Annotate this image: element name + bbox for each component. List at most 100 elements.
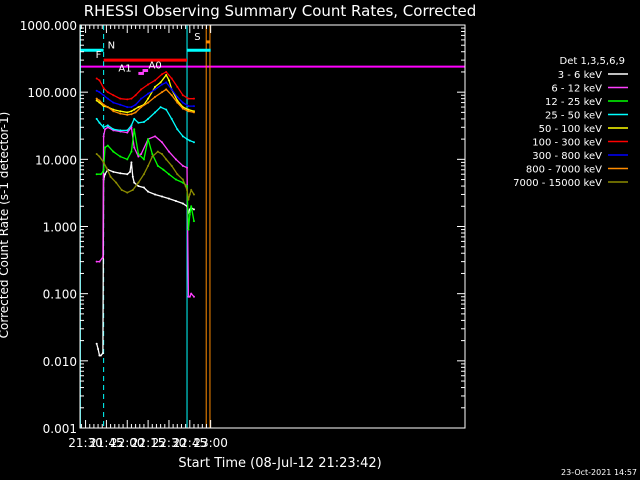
series-8-point-0 (95, 153, 98, 156)
series-3-point-13 (159, 106, 162, 109)
series-0-point-21 (174, 199, 177, 202)
series-0-point-6 (104, 173, 107, 176)
series-6-point-14 (170, 88, 173, 91)
series-0-point-20 (167, 197, 170, 200)
series-0-point-19 (161, 195, 164, 198)
series-1-point-1 (98, 260, 101, 263)
series-0-point-2 (98, 354, 101, 357)
series-3-point-14 (165, 108, 168, 111)
series-2-point-6 (112, 150, 115, 153)
series-7-point-12 (161, 91, 164, 94)
series-2-point-24 (192, 220, 195, 223)
series-1-point-18 (181, 164, 184, 167)
legend-label-5: 100 - 300 keV (532, 138, 602, 149)
series-0-point-9 (119, 172, 122, 175)
series-7-point-18 (192, 111, 195, 114)
series-4-point-14 (165, 74, 168, 77)
series-6-point-6 (126, 106, 129, 109)
series-2-point-17 (167, 173, 170, 176)
series-1-point-4 (104, 128, 107, 131)
y-tick-label-0: 1000.000 (20, 19, 77, 33)
series-1-point-12 (140, 153, 143, 156)
series-0-point-0 (95, 342, 98, 345)
series-8-point-4 (109, 175, 112, 178)
series-8-point-22 (188, 193, 191, 196)
series-6-point-16 (181, 101, 184, 104)
series-7-point-9 (140, 106, 143, 109)
y-tick-label-1: 100.000 (27, 86, 77, 100)
series-7-point-10 (147, 101, 150, 104)
series-5-point-8 (134, 94, 137, 97)
series-7-point-16 (181, 107, 184, 110)
series-3-point-2 (102, 126, 105, 129)
series-1-point-0 (95, 260, 98, 263)
series-2-point-11 (137, 153, 140, 156)
series-6-point-12 (161, 83, 164, 86)
series-5-point-10 (147, 83, 150, 86)
series-8-point-3 (105, 166, 108, 169)
series-8-point-11 (147, 164, 150, 167)
series-4-point-19 (187, 108, 190, 111)
series-0-point-3 (99, 354, 102, 357)
series-1-point-3 (102, 135, 105, 138)
series-2-point-23 (190, 205, 193, 208)
series-0-point-14 (133, 181, 136, 184)
series-5-point-6 (126, 98, 129, 101)
series-4-point-12 (154, 85, 157, 88)
series-8-point-10 (142, 173, 145, 176)
series-6-point-5 (119, 103, 122, 106)
series-2-point-21 (187, 228, 190, 231)
series-8-point-23 (190, 188, 193, 191)
series-2-point-16 (162, 168, 165, 171)
series-3-point-4 (112, 128, 115, 131)
series-6-point-15 (176, 95, 179, 98)
series-2-point-8 (126, 158, 129, 161)
series-6-point-4 (112, 101, 115, 104)
series-8-point-5 (115, 181, 118, 184)
series-7-point-2 (102, 103, 105, 106)
series-4-point-5 (119, 110, 122, 113)
series-2-point-22 (188, 213, 191, 216)
legend-label-3: 25 - 50 keV (545, 111, 602, 122)
series-7-point-0 (95, 97, 98, 100)
series-1-point-21 (188, 295, 191, 298)
series-5-point-5 (119, 97, 122, 100)
series-1-point-14 (154, 135, 157, 138)
series-1-point-23 (192, 295, 195, 298)
series-1-point-19 (186, 166, 189, 169)
series-5-point-4 (112, 94, 115, 97)
series-3-point-11 (147, 117, 150, 120)
series-1-point-8 (126, 131, 129, 134)
series-0-point-22 (181, 202, 184, 205)
series-6-point-13 (165, 81, 168, 84)
series-6-point-17 (187, 105, 190, 108)
series-2-point-9 (130, 150, 133, 153)
series-3-point-12 (154, 111, 157, 114)
series-3-point-16 (176, 128, 179, 131)
series-1-point-5 (106, 126, 109, 129)
series-6-point-7 (130, 106, 133, 109)
series-2-point-12 (142, 158, 145, 161)
series-0-point-17 (147, 190, 150, 193)
series-5-point-17 (187, 97, 190, 100)
series-2-point-10 (133, 128, 136, 131)
series-5-point-3 (106, 91, 109, 94)
series-7-point-7 (130, 113, 133, 116)
series-8-point-20 (186, 188, 189, 191)
series-6-point-3 (106, 97, 109, 100)
series-2-point-20 (186, 185, 189, 188)
series-8-point-17 (176, 173, 179, 176)
series-8-point-21 (187, 198, 190, 201)
legend-title: Det 1,3,5,6,9 (560, 56, 625, 67)
x-tick-label-5: 22:45 (173, 436, 208, 450)
series-5-point-14 (170, 77, 173, 80)
series-1-point-2 (101, 256, 104, 259)
chart-title: RHESSI Observing Summary Count Rates, Co… (84, 2, 477, 20)
series-2-point-14 (151, 153, 154, 156)
series-3-point-1 (98, 121, 101, 124)
y-axis-title: Corrected Count Rate (s-1 detector-1) (0, 112, 11, 339)
series-8-point-8 (131, 188, 134, 191)
y-tick-label-3: 1.000 (43, 221, 77, 235)
x-tick-label-6: 23:00 (193, 436, 228, 450)
series-0-point-16 (142, 186, 145, 189)
